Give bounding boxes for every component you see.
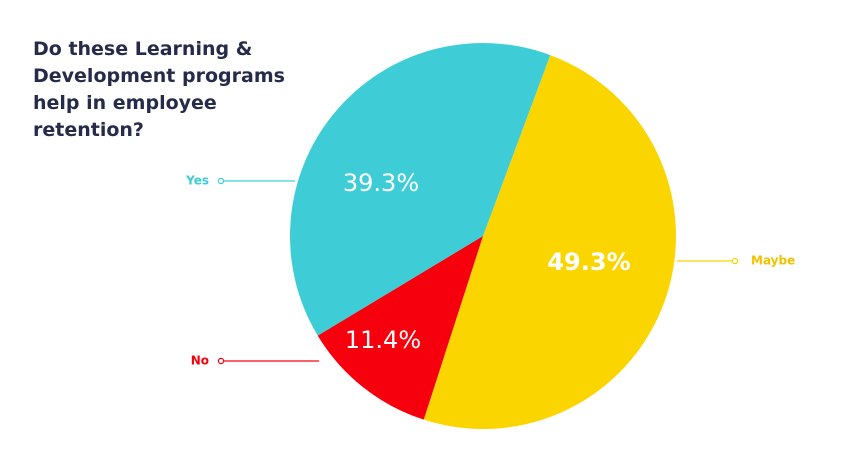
pie-slice-yes xyxy=(290,43,551,336)
leader-dot-maybe xyxy=(731,257,739,265)
category-label-no: No xyxy=(191,354,209,368)
category-label-maybe: Maybe xyxy=(751,254,795,268)
chart-title: Do these Learning & Development programs… xyxy=(33,38,285,141)
data-label-maybe: 49.3% xyxy=(547,248,630,276)
category-label-yes: Yes xyxy=(185,174,209,188)
leader-dot-yes xyxy=(217,177,225,185)
data-label-yes: 39.3% xyxy=(343,169,419,197)
pie-slice-maybe xyxy=(423,55,677,430)
pie-slice-no xyxy=(317,236,483,420)
data-label-no: 11.4% xyxy=(345,326,421,354)
leader-dot-no xyxy=(217,357,225,365)
